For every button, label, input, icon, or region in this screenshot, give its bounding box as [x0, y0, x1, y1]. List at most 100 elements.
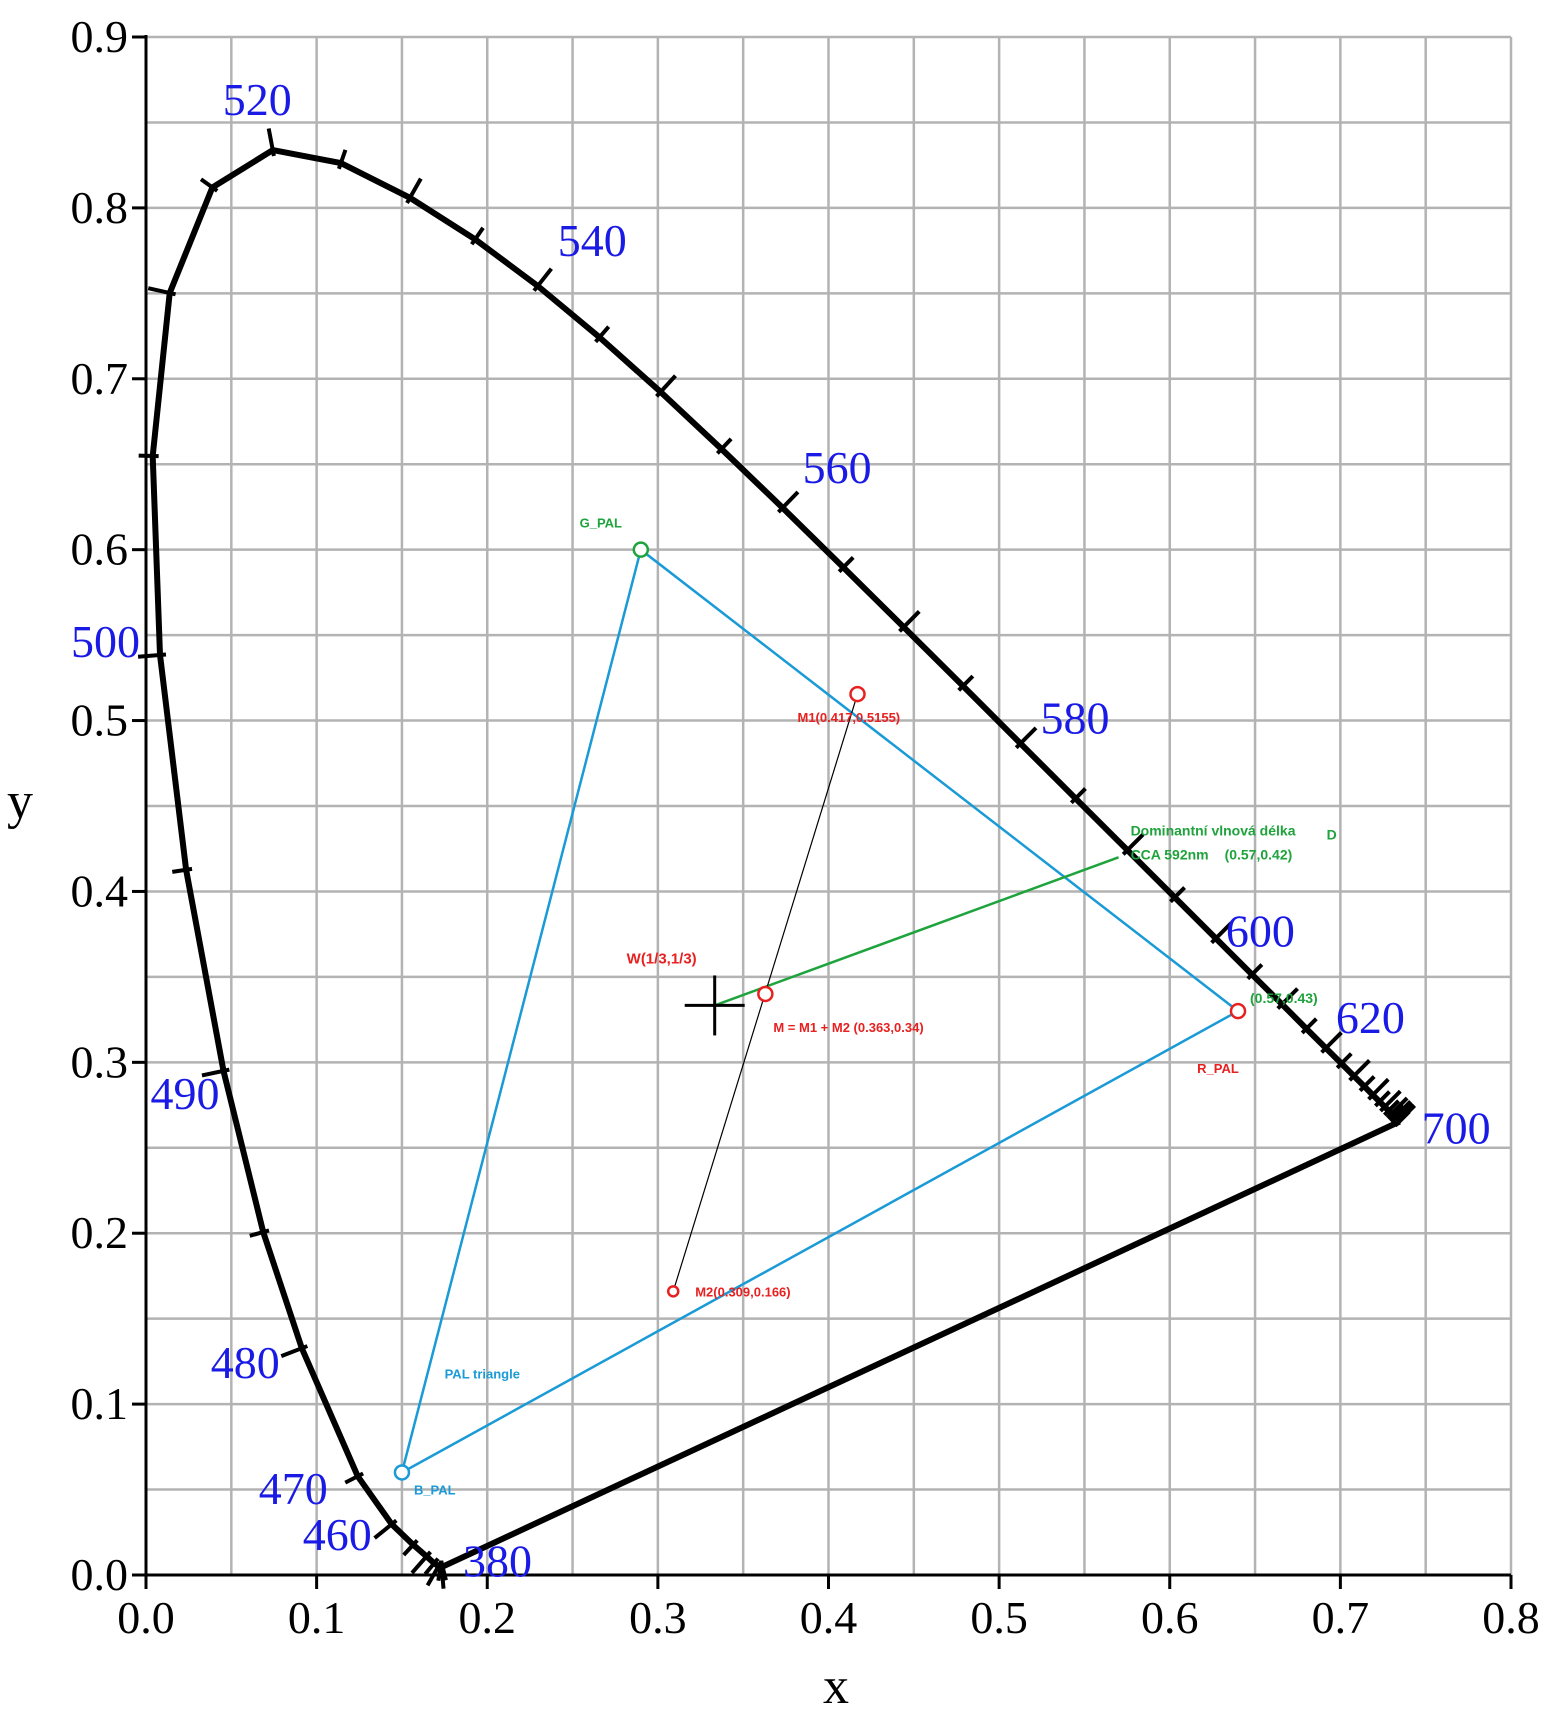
wavelength-label: 470	[259, 1463, 328, 1514]
dominant-wavelength-cca: CCA 592nm	[1131, 846, 1209, 862]
wavelength-label: 380	[463, 1535, 532, 1586]
x-tick-label: 0.0	[117, 1592, 175, 1643]
wavelength-label: 700	[1422, 1103, 1491, 1154]
wavelength-tick	[1373, 1090, 1391, 1108]
y-tick-label: 0.3	[71, 1036, 129, 1087]
wavelength-tick	[402, 1538, 419, 1557]
x-tick-label: 0.6	[1141, 1592, 1199, 1643]
wavelength-tick	[776, 490, 800, 514]
y-axis-title: y	[7, 773, 33, 830]
wavelength-tick	[1348, 1059, 1371, 1082]
wavelength-tick	[199, 177, 219, 193]
dominant-wavelength-D: D	[1327, 826, 1337, 842]
wavelength-tick	[898, 610, 921, 633]
y-tick-label: 0.5	[71, 695, 129, 746]
wavelength-tick	[957, 674, 975, 692]
x-tick-label: 0.3	[629, 1592, 687, 1643]
wavelength-label: 460	[303, 1509, 372, 1560]
annotations: G_PAL R_PAL B_PAL M1(0.417,0.5155) M2(0.309,…	[414, 516, 1337, 1498]
overlay	[393, 541, 1247, 1481]
point-marker	[666, 1285, 680, 1298]
wavelength-tick	[373, 1518, 398, 1540]
wavelength-tick	[594, 325, 611, 344]
wavelength-tick	[655, 374, 677, 398]
x-axis-title: x	[823, 1658, 849, 1715]
point-marker	[393, 1464, 411, 1481]
wavelength-tick	[1210, 921, 1233, 945]
wavelength-tick	[715, 437, 733, 455]
wavelength-tick	[1121, 833, 1145, 856]
wavelength-tick	[410, 1550, 432, 1575]
wavelength-tick	[1014, 726, 1038, 750]
wavelength-tick	[532, 267, 553, 292]
y-tick-label: 0.9	[71, 11, 129, 62]
r-pal-coords: (0.57,0.43)	[1250, 990, 1318, 1006]
wavelength-tick	[837, 556, 855, 574]
spectral-locus-curve	[149, 147, 1403, 1570]
point-marker	[849, 685, 866, 703]
wavelength-label: 560	[803, 442, 872, 493]
wavelength-tick	[1300, 1017, 1318, 1035]
x-tick-label: 0.4	[800, 1592, 858, 1643]
y-tick-label: 0.8	[71, 182, 129, 233]
y-tick-label: 0.6	[71, 524, 129, 575]
series-label: PAL triangle	[445, 1366, 520, 1381]
wavelength-tick	[425, 1560, 444, 1587]
wavelength-tick	[147, 286, 177, 297]
wavelength-label: 600	[1226, 905, 1295, 956]
wavelength-tick	[171, 866, 193, 874]
y-tick-label: 0.4	[71, 865, 129, 916]
wavelength-tick	[1276, 987, 1299, 1010]
point-label: M = M1 + M2 (0.363,0.34)	[773, 1020, 923, 1035]
grid	[144, 35, 1513, 1577]
wavelength-tick	[405, 177, 423, 205]
x-tick-label: 0.8	[1482, 1592, 1540, 1643]
x-tick-label: 0.1	[288, 1592, 346, 1643]
y-tick-label: 0.2	[71, 1207, 129, 1258]
wavelength-label: 620	[1336, 992, 1405, 1043]
wavelength-tick	[1383, 1099, 1400, 1117]
spectral-locus	[137, 128, 1417, 1589]
y-tick-label: 0.0	[71, 1549, 129, 1600]
wavelength-tick	[1367, 1077, 1390, 1101]
wavelength-tick	[1169, 886, 1187, 904]
purple-line	[441, 1118, 1401, 1570]
pal-triangle	[399, 547, 1241, 1475]
wavelength-label: 540	[558, 215, 627, 266]
point-label: M1(0.417,0.5155)	[798, 710, 901, 725]
wavelength-tick	[336, 149, 348, 170]
wavelength-tick	[138, 453, 159, 459]
y-tick-label: 0.7	[71, 353, 129, 404]
wavelength-tick	[1335, 1052, 1353, 1070]
wavelength-tick	[249, 1228, 270, 1238]
wavelength-tick	[1320, 1031, 1343, 1054]
point-label: B_PAL	[414, 1482, 456, 1497]
tick-labels: 0.0 0.1 0.2 0.3 0.4 0.5 0.6 0.7 0.8 0.0 0.1 0.2 0.3 0…	[71, 11, 1540, 1643]
dominant-wavelength-coords: (0.57,0.42)	[1225, 846, 1293, 862]
wavelength-label: 520	[223, 74, 292, 125]
x-tick-label: 0.7	[1312, 1592, 1370, 1643]
wavelength-tick	[1246, 963, 1264, 981]
point-label: R_PAL	[1197, 1061, 1239, 1076]
wavelength-tick	[423, 1557, 440, 1576]
wavelength-tick	[1069, 787, 1087, 805]
point-marker	[1229, 1002, 1247, 1020]
wavelength-tick	[201, 1067, 230, 1078]
point-label: G_PAL	[580, 516, 622, 531]
point-label: W(1/3,1/3)	[627, 950, 697, 967]
x-tick-label: 0.2	[459, 1592, 517, 1643]
wavelength-label: 490	[150, 1068, 219, 1119]
plot-frame	[132, 35, 1513, 1589]
wavelength-tick	[1385, 1096, 1409, 1120]
y-tick-label: 0.1	[71, 1378, 129, 1429]
dominant-wavelength-line	[714, 856, 1119, 1007]
wavelength-tick	[266, 128, 276, 157]
point-marker	[632, 541, 650, 558]
x-tick-label: 0.5	[970, 1592, 1028, 1643]
wavelength-tick	[1393, 1110, 1411, 1128]
wavelength-tick	[137, 652, 167, 659]
wavelength-tick	[280, 1344, 309, 1359]
wavelength-tick	[344, 1471, 364, 1485]
